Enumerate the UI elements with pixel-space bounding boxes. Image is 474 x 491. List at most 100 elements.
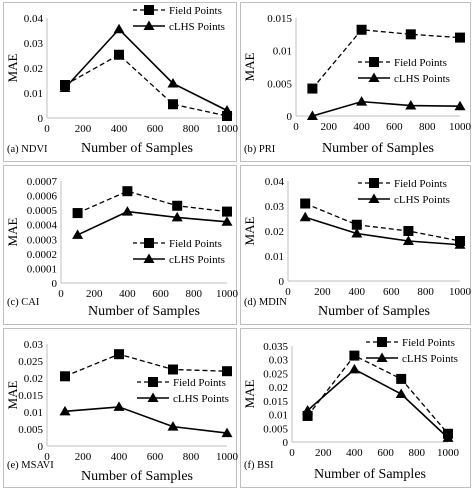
- data-point-triangle: [454, 239, 466, 249]
- x-tick-label: 800: [419, 121, 436, 133]
- series-line-field-points: [64, 53, 228, 117]
- chart-svg: 0 0.0001 0.0002 0.0003 0.0004 0.0005 0.0006 0.0…: [3, 165, 239, 325]
- x-tick-label: 1000: [449, 286, 472, 298]
- legend-marker-triangle: [376, 352, 388, 362]
- y-axis-label: MAE: [5, 217, 20, 246]
- data-point-triangle: [356, 96, 368, 106]
- data-point-square: [72, 208, 83, 219]
- legend-label: Field Points: [394, 57, 447, 69]
- x-tick-label: 0: [293, 121, 299, 133]
- data-point-triangle: [299, 211, 311, 222]
- series-line-field-points: [77, 190, 228, 214]
- x-tick-label: 200: [75, 123, 92, 135]
- y-tick-label: 0.03: [24, 38, 44, 50]
- data-point-square: [356, 24, 367, 35]
- x-tick-label: 200: [86, 288, 103, 300]
- y-tick-label: 0.005: [263, 423, 288, 435]
- data-point-square: [405, 29, 416, 40]
- legend-marker-triangle: [143, 20, 155, 30]
- data-point-triangle: [221, 105, 233, 115]
- data-point-triangle: [442, 432, 454, 442]
- data-point-triangle: [59, 405, 71, 416]
- legend-label: Field Points: [169, 238, 222, 250]
- data-point-triangle: [121, 206, 133, 216]
- series-line-clhs-points: [64, 406, 228, 434]
- data-point-triangle: [167, 78, 179, 88]
- chart-panel-5: 0 0.005 0.01 0.015 0.02 0.025 0.03 0.035 0 200 400…: [240, 328, 471, 488]
- x-tick-label: 0: [58, 288, 64, 300]
- y-tick-label: 0.02: [24, 373, 43, 385]
- y-axis-label: MAE: [5, 380, 20, 409]
- y-tick-label: 0.01: [269, 410, 288, 422]
- data-point-square: [222, 366, 232, 377]
- x-tick-label: 800: [186, 288, 203, 300]
- data-point-square: [349, 350, 360, 361]
- data-point-square: [455, 32, 465, 43]
- y-tick-label: 0: [287, 111, 293, 123]
- data-point-square: [60, 371, 70, 382]
- chart-panel-4: 0 0.005 0.01 0.015 0.02 0.025 0.03 0 200 400 600 80…: [3, 328, 239, 488]
- y-tick-label: 0.02: [269, 382, 288, 394]
- data-point-triangle: [221, 216, 233, 226]
- panel-frame: [240, 328, 471, 488]
- x-axis-label: Number of Samples: [88, 304, 200, 319]
- y-tick-label: 0: [38, 113, 44, 125]
- y-tick-label: 0.0002: [27, 249, 57, 261]
- data-point-square: [307, 83, 318, 94]
- y-tick-label: 0: [279, 276, 285, 288]
- chart-svg: 0 0.01 0.02 0.03 0.04 0 200 400 600 800 1000 MAE Num…: [3, 2, 239, 162]
- x-tick-label: 600: [383, 286, 400, 298]
- legend-label: Field Points: [173, 377, 226, 389]
- x-axis-label: Number of Samples: [318, 304, 430, 319]
- y-tick-label: 0.025: [263, 368, 288, 380]
- panel-frame: [3, 165, 237, 325]
- y-tick-label: 0.03: [269, 355, 289, 367]
- data-point-square: [172, 200, 183, 211]
- y-tick-label: 0.035: [263, 341, 288, 353]
- y-tick-label: 0.03: [24, 339, 44, 351]
- series-line-clhs-points: [307, 368, 449, 439]
- x-tick-label: 600: [152, 288, 169, 300]
- data-point-square: [403, 226, 414, 236]
- x-tick-label: 600: [147, 123, 164, 135]
- y-tick-label: 0.02: [265, 226, 284, 238]
- panel-frame: [240, 165, 471, 325]
- x-axis-label: Number of Samples: [314, 467, 426, 482]
- legend-marker-square: [377, 337, 387, 347]
- x-tick-label: 400: [353, 121, 370, 133]
- legend-label: Field Points: [402, 337, 455, 349]
- y-tick-label: 0.03: [265, 201, 285, 213]
- data-point-square: [122, 186, 133, 197]
- series-line-field-points: [304, 202, 461, 242]
- series-line-field-points: [307, 354, 449, 435]
- x-tick-label: 800: [417, 286, 434, 298]
- data-point-triangle: [113, 401, 125, 411]
- chart-panel-1: 0 0.005 0.01 0.015 0 200 400 600 800 1000 MAE Numbe…: [240, 2, 472, 162]
- x-axis-label: Number of Samples: [81, 141, 193, 156]
- data-point-triangle: [221, 427, 233, 438]
- data-point-triangle: [454, 100, 466, 111]
- y-tick-label: 0.01: [273, 46, 292, 58]
- x-tick-label: 400: [349, 286, 366, 298]
- y-tick-label: 0.0001: [27, 263, 57, 275]
- data-point-triangle: [72, 229, 84, 239]
- y-tick-label: 0.0007: [27, 176, 58, 188]
- legend-marker-triangle: [147, 392, 159, 402]
- data-point-triangle: [113, 23, 125, 34]
- x-tick-label: 0: [44, 451, 50, 463]
- y-tick-label: 0: [38, 441, 44, 453]
- y-tick-label: 0.0004: [27, 220, 58, 232]
- panel-caption: (f) BSI: [244, 460, 274, 471]
- x-tick-label: 0: [289, 447, 295, 459]
- data-point-triangle: [405, 100, 417, 110]
- x-tick-label: 200: [315, 447, 332, 459]
- series-line-clhs-points: [304, 216, 461, 246]
- y-tick-label: 0: [283, 437, 289, 449]
- x-tick-label: 1000: [216, 123, 239, 135]
- x-tick-label: 1000: [216, 451, 239, 463]
- data-point-square: [114, 349, 124, 360]
- x-tick-label: 200: [314, 286, 331, 298]
- legend-label: cLHS Points: [173, 393, 229, 405]
- y-tick-label: 0.015: [263, 396, 288, 408]
